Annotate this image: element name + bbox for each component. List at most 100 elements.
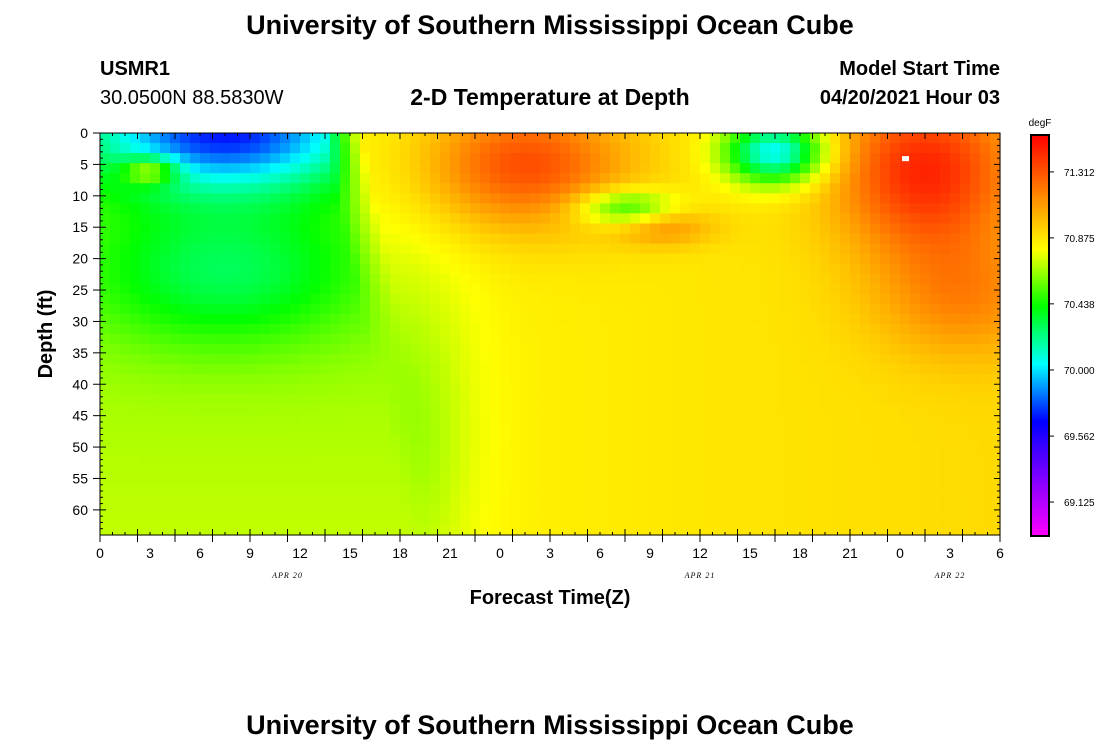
heatmap-cell [740, 183, 751, 194]
heatmap-cell [680, 374, 691, 385]
heatmap-cell [770, 494, 781, 506]
heatmap-cell [510, 163, 521, 174]
heatmap-cell [580, 344, 591, 355]
heatmap-cell [780, 404, 791, 415]
heatmap-cell [160, 414, 171, 426]
heatmap-cell [960, 354, 971, 365]
heatmap-cell [980, 414, 991, 426]
heatmap-cell [790, 153, 801, 164]
heatmap-cell [190, 133, 201, 144]
heatmap-cell [260, 233, 271, 245]
heatmap-cell [310, 173, 321, 184]
heatmap-cell [790, 424, 801, 436]
heatmap-cell [160, 374, 171, 385]
heatmap-cell [370, 474, 381, 486]
heatmap-cell [100, 303, 111, 315]
heatmap-cell [710, 233, 721, 245]
heatmap-cell [230, 313, 241, 325]
heatmap-cell [390, 213, 401, 225]
heatmap-cell [790, 173, 801, 184]
heatmap-cell [330, 454, 341, 466]
heatmap-cell [820, 143, 831, 154]
heatmap-cell [910, 203, 921, 214]
heatmap-cell [270, 163, 281, 174]
heatmap-cell [510, 243, 521, 255]
heatmap-cell [980, 354, 991, 365]
heatmap-cell [170, 354, 181, 365]
heatmap-cell [650, 143, 661, 154]
heatmap-cell [840, 323, 851, 335]
heatmap-cell [790, 444, 801, 456]
heatmap-cell [210, 273, 221, 285]
heatmap-cell [550, 354, 561, 365]
heatmap-cell [830, 394, 841, 405]
heatmap-cell [140, 243, 151, 255]
heatmap-cell [280, 384, 291, 395]
heatmap-cell [830, 514, 841, 526]
heatmap-cell [480, 484, 491, 496]
heatmap-cell [670, 283, 681, 295]
heatmap-cell [910, 223, 921, 235]
heatmap-cell [300, 354, 311, 365]
heatmap-cell [750, 474, 761, 486]
heatmap-cell [260, 474, 271, 486]
heatmap-cell [440, 133, 451, 144]
heatmap-cell [730, 364, 741, 375]
heatmap-cell [600, 203, 611, 214]
heatmap-cell [630, 394, 641, 405]
heatmap-cell [470, 323, 481, 335]
heatmap-cell [350, 193, 361, 204]
heatmap-cell [290, 444, 301, 456]
heatmap-cell [290, 313, 301, 325]
heatmap-cell [780, 414, 791, 426]
heatmap-cell [850, 243, 861, 255]
heatmap-cell [880, 193, 891, 204]
heatmap-cell [840, 384, 851, 395]
heatmap-cell [530, 183, 541, 194]
heatmap-cell [890, 504, 901, 516]
heatmap-cell [680, 504, 691, 516]
heatmap-cell [170, 233, 181, 245]
heatmap-cell [640, 133, 651, 144]
heatmap-cell [360, 273, 371, 285]
heatmap-cell [350, 514, 361, 526]
heatmap-cell [300, 464, 311, 476]
heatmap-cell [290, 173, 301, 184]
heatmap-cell [160, 404, 171, 415]
heatmap-cell [110, 394, 121, 405]
heatmap-cell [440, 384, 451, 395]
y-tick-label: 10 [72, 188, 88, 204]
heatmap-cell [770, 404, 781, 415]
heatmap-cell [270, 344, 281, 355]
heatmap-cell [960, 273, 971, 285]
heatmap-cell [880, 344, 891, 355]
heatmap-cell [240, 384, 251, 395]
heatmap-cell [160, 293, 171, 305]
heatmap-cell [160, 344, 171, 355]
heatmap-cell [400, 193, 411, 204]
heatmap-cell [720, 253, 731, 265]
heatmap-cell [450, 514, 461, 526]
heatmap-cell [150, 233, 161, 245]
heatmap-cell [880, 494, 891, 506]
heatmap-cell [550, 344, 561, 355]
heatmap-cell [760, 374, 771, 385]
heatmap-cell [780, 394, 791, 405]
heatmap-cell [510, 233, 521, 245]
heatmap-cell [570, 303, 581, 315]
heatmap-cell [910, 253, 921, 265]
heatmap-cell [330, 494, 341, 506]
heatmap-cell [690, 464, 701, 476]
heatmap-cell [950, 283, 961, 295]
heatmap-cell [400, 434, 411, 446]
heatmap-cell [920, 474, 931, 486]
heatmap-cell [230, 133, 241, 144]
heatmap-cell [400, 223, 411, 235]
heatmap-cell [510, 384, 521, 395]
heatmap-cell [240, 243, 251, 255]
heatmap-cell [560, 334, 571, 345]
heatmap-cell [820, 303, 831, 315]
heatmap-cell [120, 203, 131, 214]
heatmap-cell [390, 203, 401, 214]
heatmap-cell [920, 323, 931, 335]
